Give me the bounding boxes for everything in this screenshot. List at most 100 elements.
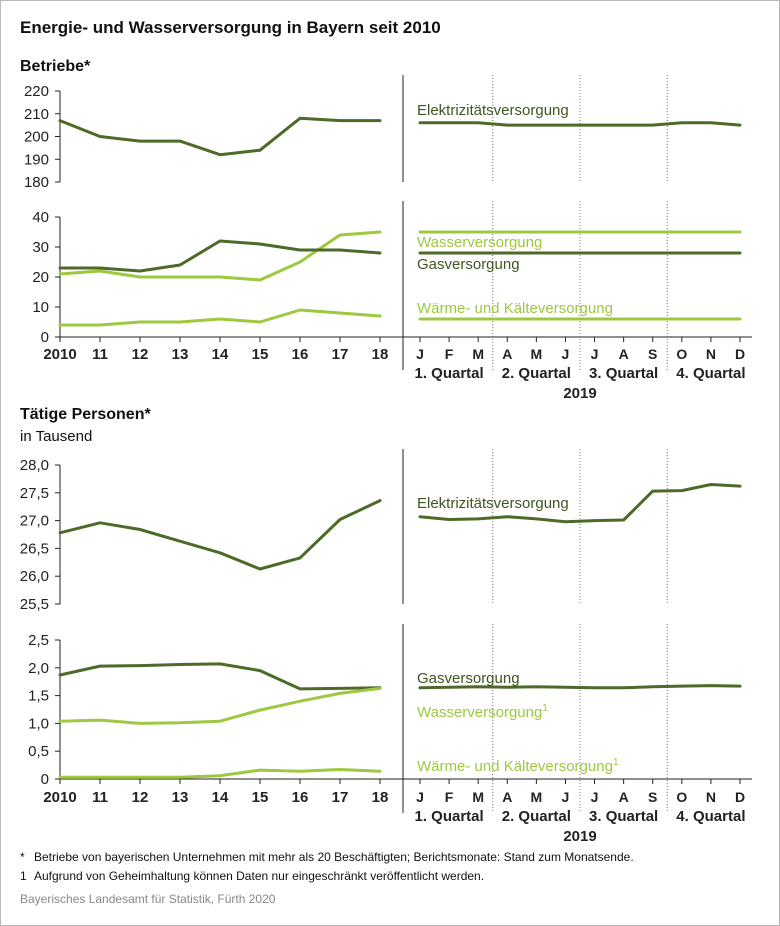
x-tick-label-month: S bbox=[648, 346, 657, 362]
x-tick-label-month: M bbox=[472, 346, 484, 362]
x-tick-label-year: 15 bbox=[252, 789, 269, 806]
series-line-annual bbox=[58, 230, 382, 282]
series-label: Gasversorgung bbox=[417, 256, 520, 273]
x-tick-label-year: 18 bbox=[372, 346, 389, 363]
x-tick-label-year: 11 bbox=[92, 346, 108, 363]
x-tick-label-month: J bbox=[562, 346, 570, 362]
x-tick-label-year: 13 bbox=[172, 346, 189, 363]
x-tick-label-month: D bbox=[735, 346, 745, 362]
x-tick-label-month: M bbox=[531, 346, 543, 362]
series-line-annual bbox=[58, 662, 382, 691]
quarter-label: 1. Quartal bbox=[414, 808, 483, 825]
chart-title: Energie- und Wasserversorgung in Bayern … bbox=[20, 18, 441, 37]
footnote-text: Aufgrund von Geheimhaltung können Daten … bbox=[34, 869, 485, 883]
series-label: Elektrizitätsversorgung bbox=[417, 495, 569, 512]
x-tick-label-year: 15 bbox=[252, 346, 269, 363]
y-tick-label: 30 bbox=[32, 239, 49, 256]
footnote-asterisk: * Betriebe von bayerischen Unternehmen mi… bbox=[20, 848, 634, 867]
quarter-label: 3. Quartal bbox=[589, 365, 658, 382]
x-tick-label-month: M bbox=[531, 789, 543, 805]
y-tick-label: 0 bbox=[41, 771, 49, 788]
y-tick-label: 190 bbox=[24, 151, 49, 168]
x-tick-label-month: A bbox=[619, 789, 629, 805]
source-note: Bayerisches Landesamt für Statistik, Für… bbox=[20, 892, 276, 906]
x-tick-label-month: O bbox=[676, 789, 687, 805]
x-tick-label-year: 2010 bbox=[43, 346, 76, 363]
x-tick-label-year: 2010 bbox=[43, 789, 76, 806]
y-tick-label: 40 bbox=[32, 209, 49, 226]
x-tick-label-month: J bbox=[591, 346, 599, 362]
quarter-label: 4. Quartal bbox=[676, 365, 745, 382]
footnote-mark: 1 bbox=[20, 869, 27, 883]
footnote-text: Betriebe von bayerischen Unternehmen mit… bbox=[34, 850, 634, 864]
y-tick-label: 27,0 bbox=[20, 513, 49, 530]
y-tick-label: 26,0 bbox=[20, 568, 49, 585]
series-label: Gasversorgung bbox=[417, 670, 520, 687]
y-tick-label: 25,5 bbox=[20, 596, 49, 613]
x-tick-label-month: A bbox=[502, 789, 512, 805]
quarter-label: 4. Quartal bbox=[676, 808, 745, 825]
y-tick-label: 210 bbox=[24, 106, 49, 123]
series-line-monthly bbox=[418, 483, 742, 524]
y-tick-label: 2,0 bbox=[28, 660, 49, 677]
x-tick-label-year: 14 bbox=[212, 789, 229, 806]
y-tick-label: 200 bbox=[24, 129, 49, 146]
series-line-annual bbox=[58, 239, 382, 273]
series-label: Elektrizitätsversorgung bbox=[417, 102, 569, 119]
x-tick-label-month: J bbox=[416, 346, 424, 362]
x-tick-label-month: A bbox=[619, 346, 629, 362]
x-tick-label-year: 14 bbox=[212, 346, 229, 363]
series-line-monthly bbox=[418, 121, 742, 127]
y-tick-label: 1,5 bbox=[28, 688, 49, 705]
x-tick-label-year: 16 bbox=[292, 789, 309, 806]
x-tick-label-year: 17 bbox=[332, 789, 349, 806]
x-tick-label-month: J bbox=[591, 789, 599, 805]
x-tick-label-month: F bbox=[445, 346, 454, 362]
x-tick-label-month: N bbox=[706, 789, 716, 805]
y-tick-label: 28,0 bbox=[20, 457, 49, 474]
y-tick-label: 10 bbox=[32, 299, 49, 316]
x-tick-label-year: 18 bbox=[372, 789, 389, 806]
x-tick-label-month: F bbox=[445, 789, 454, 805]
x-tick-label-year: 17 bbox=[332, 346, 349, 363]
year-label: 2019 bbox=[563, 385, 596, 402]
x-tick-label-month: N bbox=[706, 346, 716, 362]
y-tick-label: 0,5 bbox=[28, 743, 49, 760]
x-tick-label-year: 12 bbox=[132, 789, 149, 806]
series-line-annual bbox=[58, 499, 382, 571]
quarter-label: 1. Quartal bbox=[414, 365, 483, 382]
section-title-betriebe: Betriebe* bbox=[20, 58, 91, 75]
x-tick-label-year: 12 bbox=[132, 346, 149, 363]
y-tick-label: 2,5 bbox=[28, 632, 49, 649]
section-subtitle-unit: in Tausend bbox=[20, 428, 93, 445]
series-label-footnote: 1 bbox=[542, 703, 548, 714]
x-tick-label-month: A bbox=[502, 346, 512, 362]
series-label: Wärme- und Kälteversorgung1 bbox=[417, 757, 619, 775]
y-tick-label: 180 bbox=[24, 174, 49, 191]
x-tick-label-month: M bbox=[472, 789, 484, 805]
x-tick-label-year: 11 bbox=[92, 789, 108, 806]
year-label: 2019 bbox=[563, 828, 596, 845]
y-tick-label: 20 bbox=[32, 269, 49, 286]
quarter-label: 2. Quartal bbox=[502, 365, 571, 382]
section-title-taetige-personen: Tätige Personen* bbox=[20, 406, 151, 423]
footnotes: * Betriebe von bayerischen Unternehmen mi… bbox=[20, 848, 634, 886]
series-line-annual bbox=[58, 768, 382, 779]
y-tick-label: 0 bbox=[41, 329, 49, 346]
series-label: Wärme- und Kälteversorgung bbox=[417, 300, 613, 317]
y-tick-label: 26,5 bbox=[20, 540, 49, 557]
x-tick-label-month: S bbox=[648, 789, 657, 805]
x-tick-label-year: 16 bbox=[292, 346, 309, 363]
series-label: Wasserversorgung1 bbox=[417, 703, 548, 721]
y-tick-label: 220 bbox=[24, 83, 49, 100]
series-label: Wasserversorgung bbox=[417, 234, 542, 251]
series-line-annual bbox=[58, 308, 382, 327]
series-label-footnote: 1 bbox=[613, 757, 619, 768]
series-line-monthly bbox=[418, 684, 742, 690]
x-tick-label-month: J bbox=[562, 789, 570, 805]
x-tick-label-year: 13 bbox=[172, 789, 189, 806]
quarter-label: 2. Quartal bbox=[502, 808, 571, 825]
x-tick-label-month: O bbox=[676, 346, 687, 362]
series-line-annual bbox=[58, 116, 382, 157]
